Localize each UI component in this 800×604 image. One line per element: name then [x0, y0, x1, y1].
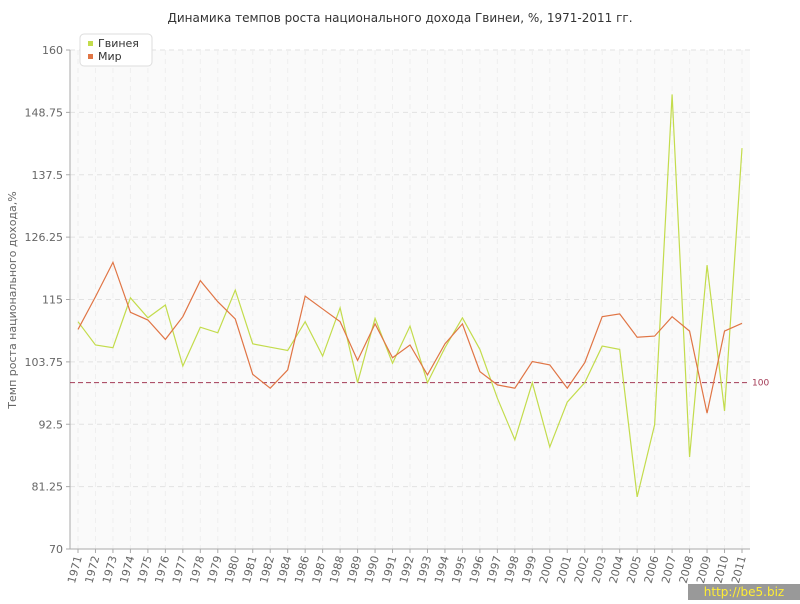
- x-tick-label: 2011: [729, 554, 749, 584]
- y-tick-label: 160: [42, 44, 63, 57]
- y-tick-label: 137.5: [32, 169, 64, 182]
- watermark-bg: [688, 584, 800, 600]
- legend-box: [79, 33, 153, 67]
- legend-label: Гвинея: [98, 37, 139, 50]
- legend-swatch: [88, 41, 93, 46]
- y-tick-label: 70: [49, 543, 63, 556]
- legend-label: Мир: [98, 50, 122, 63]
- y-tick-label: 103.75: [25, 356, 64, 369]
- watermark: http://be5.biz: [704, 585, 784, 599]
- legend-swatch: [88, 54, 93, 59]
- y-tick-label: 81.25: [32, 481, 64, 494]
- y-tick-label: 126.25: [25, 231, 64, 244]
- y-tick-label: 115: [42, 294, 63, 307]
- y-tick-label: 92.5: [39, 418, 64, 431]
- series-line: [77, 94, 743, 498]
- grid: [70, 49, 750, 549]
- y-axis-label: Темп роста национального дохода,%: [6, 191, 19, 409]
- y-tick-label: 148.75: [25, 106, 64, 119]
- chart-title: Динамика темпов роста национального дохо…: [167, 11, 632, 25]
- reference-label: 100: [752, 379, 769, 389]
- series-line: [77, 260, 743, 414]
